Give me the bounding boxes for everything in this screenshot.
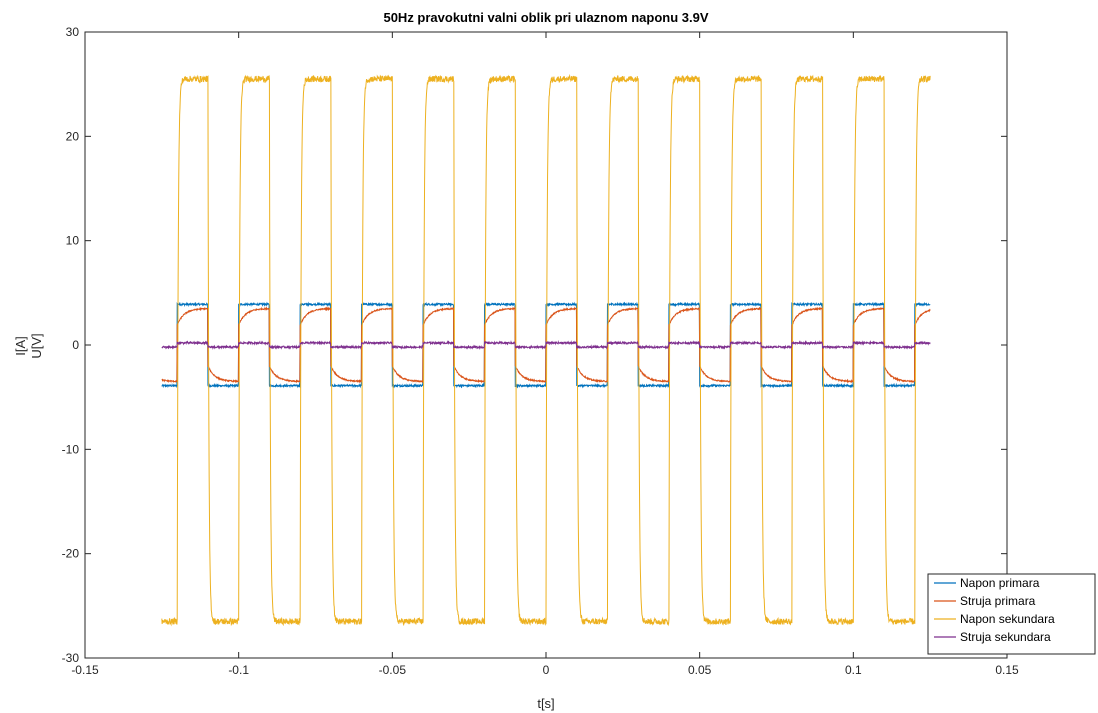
axis-ticks: -0.15 -0.1 -0.05 0 0.05 0.1 0.15 -30 -20 -10 0 10 20… — [62, 25, 1019, 677]
plot-area — [84, 31, 1008, 659]
legend-entry: Struja primara — [960, 594, 1036, 608]
legend-entry: Napon sekundara — [960, 612, 1055, 626]
legend-entry: Napon primara — [960, 576, 1040, 590]
y-axis-label-voltage: U[V] — [29, 333, 44, 358]
x-tick-label: -0.15 — [71, 663, 99, 677]
series-line-1 — [161, 301, 931, 389]
series-group — [161, 73, 931, 627]
x-tick-label: 0 — [543, 663, 550, 677]
y-tick-label: -20 — [62, 547, 80, 561]
x-tick-label: -0.1 — [228, 663, 249, 677]
x-axis-label: t[s] — [537, 696, 554, 711]
x-tick-label: 0.1 — [845, 663, 862, 677]
y-tick-label: 0 — [72, 338, 79, 352]
legend-box — [927, 573, 1096, 655]
legend: Napon primara Struja primara Napon sekunda… — [927, 573, 1096, 655]
y-axis-label-current: I[A] — [13, 336, 28, 356]
legend-entry: Struja sekundara — [960, 630, 1051, 644]
x-tick-label: 0.05 — [688, 663, 712, 677]
series-line-2 — [161, 306, 931, 384]
x-tick-label: -0.05 — [379, 663, 407, 677]
y-tick-label: 10 — [66, 234, 80, 248]
y-tick-label: -10 — [62, 442, 80, 456]
y-tick-label: 30 — [66, 25, 80, 39]
series-line-3 — [161, 73, 931, 627]
series-line-4 — [161, 340, 931, 350]
x-tick-label: 0.15 — [995, 663, 1019, 677]
y-tick-label: -30 — [62, 651, 80, 665]
y-tick-label: 20 — [66, 129, 80, 143]
chart-title: 50Hz pravokutni valni oblik pri ulaznom … — [383, 10, 708, 25]
